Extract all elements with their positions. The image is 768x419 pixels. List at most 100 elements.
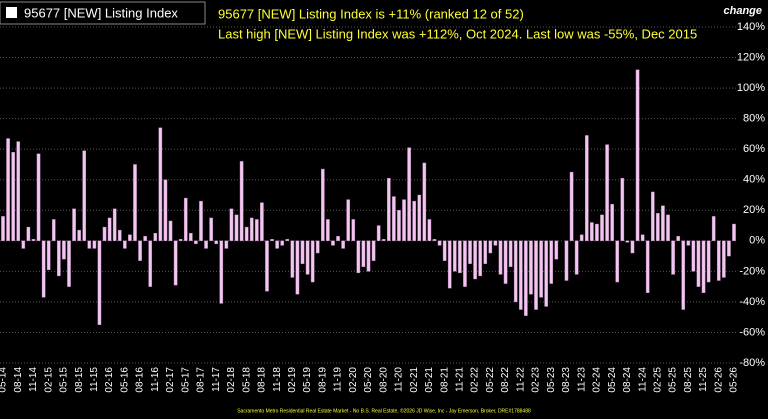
bar	[554, 240, 559, 260]
x-tick-label: 02-23	[531, 367, 542, 393]
bar	[326, 219, 330, 242]
bar	[549, 240, 554, 284]
bar	[427, 219, 432, 242]
x-tick-label: 11-24	[637, 367, 648, 392]
bar	[128, 234, 132, 242]
bar	[447, 240, 452, 289]
y-tick-label: -60%	[739, 326, 765, 338]
bar	[676, 236, 680, 242]
bar	[478, 240, 482, 277]
legend-swatch	[6, 7, 17, 18]
bar	[701, 240, 706, 293]
bar	[524, 240, 528, 316]
bar	[204, 240, 208, 249]
x-tick-label: 05-23	[546, 367, 557, 393]
bar	[219, 240, 224, 304]
bar	[11, 152, 15, 242]
bar	[173, 240, 178, 286]
bar	[138, 240, 142, 261]
bar	[361, 240, 366, 267]
bar	[711, 216, 716, 242]
bar	[178, 239, 183, 242]
x-tick-label: 05-26	[729, 367, 740, 393]
bar	[224, 240, 229, 249]
bar	[595, 223, 599, 242]
x-tick-label: 08-18	[257, 367, 268, 393]
bar	[41, 240, 46, 298]
bar	[605, 144, 609, 242]
bar	[260, 202, 264, 242]
bar	[493, 240, 498, 246]
bar	[615, 240, 620, 283]
y-tick-label: -80%	[739, 357, 765, 369]
bar	[72, 208, 76, 242]
x-tick-label: 02-20	[348, 367, 359, 393]
bar	[209, 217, 213, 242]
bar	[483, 240, 488, 264]
bar	[199, 200, 203, 242]
bar	[275, 240, 279, 249]
x-tick-label: 05-24	[607, 367, 618, 393]
x-tick-label: 08-20	[378, 367, 389, 393]
bar	[402, 199, 406, 242]
bar	[686, 240, 691, 246]
x-tick-label: 02-22	[470, 367, 481, 393]
legend-label: 95677 [NEW] Listing Index	[24, 5, 178, 20]
bar	[574, 240, 579, 275]
legend-box	[0, 1, 206, 25]
annotation: Last high [NEW] Listing Index was +112%,…	[218, 26, 697, 41]
bar	[123, 240, 127, 249]
x-tick-label: 11-20	[394, 367, 405, 392]
bar	[270, 239, 274, 242]
bar	[249, 217, 254, 242]
x-tick-label: 11-14	[28, 367, 39, 392]
bar	[183, 197, 188, 242]
bar	[305, 240, 310, 275]
bar	[31, 239, 36, 242]
x-tick-label: 05-14	[0, 367, 9, 393]
bar	[57, 240, 61, 277]
x-tick-label: 02-16	[104, 367, 115, 393]
y-tick-label: 40%	[743, 174, 765, 186]
bar	[650, 191, 655, 242]
bar	[579, 234, 584, 242]
x-tick-label: 11-18	[272, 367, 283, 392]
bar	[315, 240, 320, 254]
x-tick-label: 11-25	[698, 367, 709, 392]
bar	[645, 240, 650, 293]
bar	[356, 240, 361, 274]
bar	[46, 240, 51, 271]
bar	[371, 240, 376, 261]
bar	[351, 219, 356, 242]
bar	[584, 135, 589, 242]
x-tick-label: 02-25	[652, 367, 663, 393]
bar	[630, 240, 635, 254]
x-tick-label: 11-16	[150, 367, 161, 392]
bar	[534, 240, 538, 310]
bar	[366, 240, 371, 272]
bar	[488, 240, 493, 254]
bar	[610, 203, 614, 242]
y-tick-label: 100%	[737, 82, 765, 94]
bar	[163, 179, 168, 242]
x-tick-label: 05-19	[302, 367, 313, 393]
bar	[214, 240, 219, 245]
x-tick-label: 08-22	[500, 367, 511, 393]
bar	[412, 200, 416, 242]
x-tick-label: 05-25	[668, 367, 679, 393]
x-tick-label: 02-21	[409, 367, 420, 393]
y-tick-label: 80%	[743, 113, 765, 125]
bar	[194, 240, 198, 245]
bar	[67, 240, 71, 287]
annotation: 95677 [NEW] Listing Index is +11% (ranke…	[218, 6, 524, 21]
bar	[529, 240, 533, 295]
x-tick-label: 08-16	[135, 367, 146, 393]
bar	[26, 226, 31, 242]
bar	[1, 216, 5, 242]
x-tick-label: 02-19	[287, 367, 298, 393]
bar	[600, 214, 604, 242]
bar	[331, 240, 335, 246]
bar	[727, 240, 731, 257]
bar	[341, 240, 345, 249]
